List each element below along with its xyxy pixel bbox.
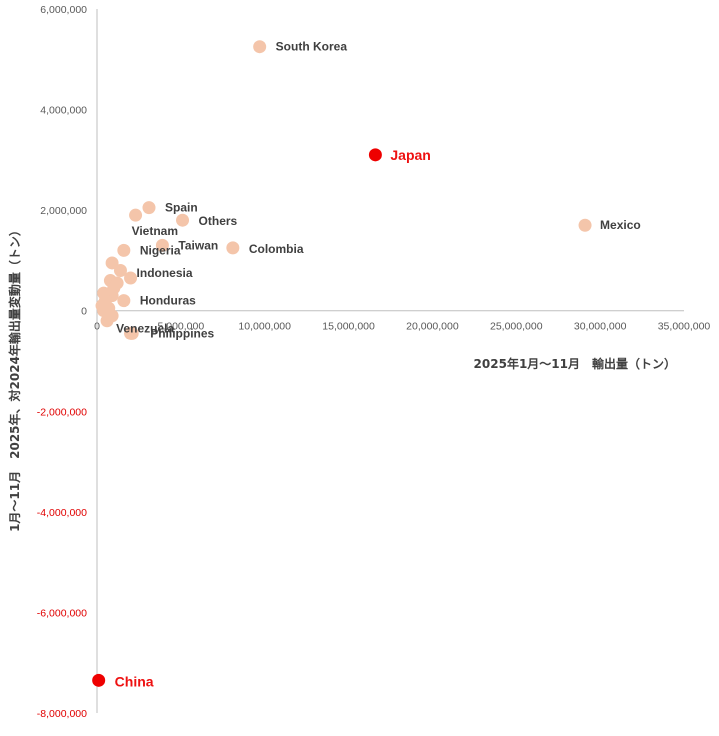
x-tick-label: 25,000,000	[490, 321, 543, 333]
data-points	[92, 40, 592, 687]
point-unlabeled	[97, 304, 111, 318]
point-honduras	[117, 294, 131, 308]
y-tick-label: 4,000,000	[40, 105, 87, 117]
point-taiwan	[155, 238, 169, 252]
y-tick-label: -8,000,000	[37, 708, 87, 720]
label-philippines: Philippines	[150, 326, 214, 340]
x-tick-label: 0	[94, 321, 100, 333]
y-tick-label: 6,000,000	[40, 4, 87, 16]
x-tick-label: 5,000,000	[157, 321, 204, 333]
x-tick-label: 20,000,000	[406, 321, 459, 333]
point-south-korea	[253, 40, 267, 54]
label-nigeria: Nigeria	[140, 243, 181, 257]
point-japan	[368, 148, 382, 162]
x-tick-label: 10,000,000	[238, 321, 291, 333]
y-axis-title: 1月～11月 2025年、対2024年輸出量変動量（トン）	[7, 224, 22, 532]
label-honduras: Honduras	[140, 294, 196, 308]
point-colombia	[226, 241, 240, 255]
point-unlabeled	[105, 256, 119, 270]
point-indonesia	[124, 271, 138, 285]
label-japan: Japan	[390, 147, 430, 163]
y-tick-label: -6,000,000	[37, 607, 87, 619]
y-tick-label: 0	[81, 306, 87, 318]
point-china	[92, 673, 106, 687]
label-taiwan: Taiwan	[178, 238, 218, 252]
tick-labels: 0 5,000,000 10,000,000 15,000,000 20,000,000…	[37, 4, 711, 720]
label-others: Others	[199, 214, 238, 228]
label-spain: Spain	[165, 201, 198, 215]
point-nigeria	[117, 243, 131, 257]
y-tick-label: -4,000,000	[37, 507, 87, 519]
label-mexico: Mexico	[600, 218, 641, 232]
label-indonesia: Indonesia	[137, 266, 193, 280]
label-china: China	[115, 673, 154, 689]
x-tick-label: 15,000,000	[322, 321, 375, 333]
label-south-korea: South Korea	[276, 40, 348, 54]
axes	[96, 9, 684, 713]
point-unlabeled	[100, 314, 114, 328]
point-mexico	[578, 218, 592, 232]
label-vietnam: Vietnam	[132, 224, 178, 238]
label-colombia: Colombia	[249, 242, 304, 256]
y-tick-label: 2,000,000	[40, 205, 87, 217]
x-tick-label: 30,000,000	[574, 321, 627, 333]
point-others	[176, 213, 190, 227]
x-axis-title: 2025年1月～11月 輸出量（トン）	[474, 356, 676, 371]
label-venezuela: Venezuela	[116, 322, 174, 336]
y-tick-label: -2,000,000	[37, 406, 87, 418]
x-tick-label: 35,000,000	[658, 321, 711, 333]
point-unlabeled	[113, 263, 127, 277]
point-spain	[142, 201, 156, 215]
point-vietnam	[129, 208, 143, 222]
point-unlabeled	[124, 326, 138, 340]
